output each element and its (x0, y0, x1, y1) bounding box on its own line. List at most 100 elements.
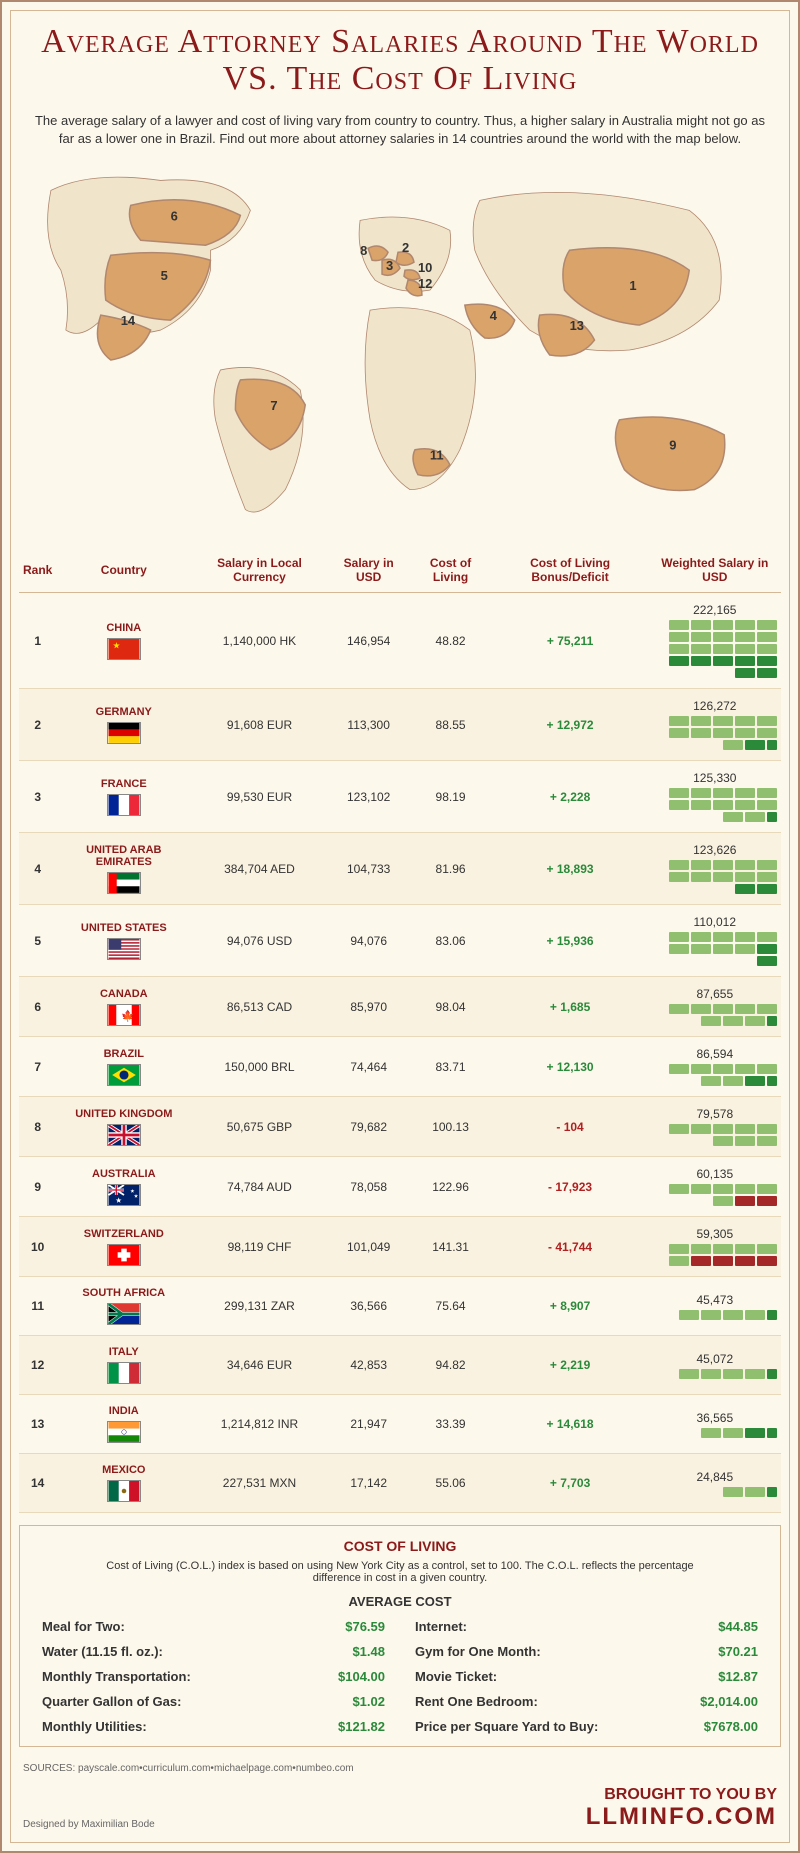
country-cell: BRAZIL (56, 1037, 191, 1097)
rank-cell: 6 (19, 977, 56, 1037)
local-cell: 299,131 ZAR (191, 1277, 328, 1336)
local-cell: 50,675 GBP (191, 1097, 328, 1157)
usd-cell: 123,102 (328, 761, 410, 833)
col-cell: 83.06 (410, 905, 492, 977)
page-title: Average Attorney Salaries Around The Wor… (11, 11, 789, 106)
bonus-cell: - 104 (492, 1097, 649, 1157)
designed-by: Designed by Maximilian Bode (23, 1819, 155, 1830)
table-row: 14MEXICO227,531 MXN17,14255.06+ 7,70324,… (19, 1454, 781, 1513)
weighted-cell: 45,072 (649, 1336, 781, 1395)
col-title: COST OF LIVING (32, 1538, 768, 1554)
world-map: 1234567891011121314 (11, 160, 789, 540)
country-cell: AUSTRALIA★★★ (56, 1157, 191, 1217)
bonus-cell: + 1,685 (492, 977, 649, 1037)
avg-cost-row: Internet:$44.85 (415, 1619, 758, 1634)
avg-value: $76.59 (345, 1619, 385, 1634)
country-cell: CHINA★ (56, 593, 191, 689)
map-label: 8 (360, 243, 367, 258)
col-cell: 98.19 (410, 761, 492, 833)
flag-icon (107, 1362, 141, 1384)
weighted-cell: 110,012 (649, 905, 781, 977)
flag-icon (107, 1303, 141, 1325)
table-row: 11SOUTH AFRICA299,131 ZAR36,56675.64+ 8,… (19, 1277, 781, 1336)
col-cell: 55.06 (410, 1454, 492, 1513)
usd-cell: 85,970 (328, 977, 410, 1037)
avg-cost-row: Price per Square Yard to Buy:$7678.00 (415, 1719, 758, 1734)
usd-cell: 101,049 (328, 1217, 410, 1277)
avg-value: $1.02 (352, 1694, 385, 1709)
map-label: 3 (386, 258, 393, 273)
table-row: 1CHINA★1,140,000 HK146,95448.82+ 75,2112… (19, 593, 781, 689)
weighted-cell: 79,578 (649, 1097, 781, 1157)
avg-value: $1.48 (352, 1644, 385, 1659)
flag-icon (107, 1480, 141, 1502)
table-row: 8UNITED KINGDOM50,675 GBP79,682100.13- 1… (19, 1097, 781, 1157)
table-header: Cost of Living Bonus/Deficit (492, 548, 649, 593)
rank-cell: 10 (19, 1217, 56, 1277)
rank-cell: 12 (19, 1336, 56, 1395)
weighted-cell: 126,272 (649, 689, 781, 761)
usd-cell: 146,954 (328, 593, 410, 689)
rank-cell: 8 (19, 1097, 56, 1157)
map-label: 6 (171, 208, 178, 223)
avg-value: $121.82 (338, 1719, 385, 1734)
table-row: 2GERMANY91,608 EUR113,30088.55+ 12,97212… (19, 689, 781, 761)
weighted-cell: 60,135 (649, 1157, 781, 1217)
bonus-cell: + 12,130 (492, 1037, 649, 1097)
col-cell: 33.39 (410, 1395, 492, 1454)
map-label: 4 (490, 308, 498, 323)
avg-value: $104.00 (338, 1669, 385, 1684)
map-label: 2 (402, 240, 409, 255)
subtitle-text: The average salary of a lawyer and cost … (11, 106, 789, 160)
avg-value: $7678.00 (704, 1719, 758, 1734)
local-cell: 74,784 AUD (191, 1157, 328, 1217)
rank-cell: 14 (19, 1454, 56, 1513)
country-cell: ITALY (56, 1336, 191, 1395)
table-row: 7BRAZIL150,000 BRL74,46483.71+ 12,13086,… (19, 1037, 781, 1097)
avg-cost-row: Gym for One Month:$70.21 (415, 1644, 758, 1659)
col-cell: 94.82 (410, 1336, 492, 1395)
flag-icon (107, 794, 141, 816)
flag-icon (107, 722, 141, 744)
country-cell: SOUTH AFRICA (56, 1277, 191, 1336)
weighted-cell: 45,473 (649, 1277, 781, 1336)
col-cell: 75.64 (410, 1277, 492, 1336)
col-cell: 100.13 (410, 1097, 492, 1157)
avg-label: Monthly Utilities: (42, 1719, 147, 1734)
usd-cell: 21,947 (328, 1395, 410, 1454)
weighted-cell: 87,655 (649, 977, 781, 1037)
country-cell: UNITED STATES (56, 905, 191, 977)
svg-text:★: ★ (112, 641, 120, 650)
map-label: 1 (629, 278, 636, 293)
flag-icon: ★ (107, 638, 141, 660)
usd-cell: 113,300 (328, 689, 410, 761)
cost-of-living-box: COST OF LIVING Cost of Living (C.O.L.) i… (19, 1525, 781, 1747)
bonus-cell: - 17,923 (492, 1157, 649, 1217)
avg-label: Internet: (415, 1619, 467, 1634)
table-row: 3FRANCE99,530 EUR123,10298.19+ 2,228125,… (19, 761, 781, 833)
col-cell: 141.31 (410, 1217, 492, 1277)
country-cell: GERMANY (56, 689, 191, 761)
map-label: 13 (570, 318, 584, 333)
flag-icon: 🍁 (107, 1004, 141, 1026)
map-label: 14 (121, 313, 136, 328)
svg-text:★: ★ (115, 1197, 122, 1204)
col-desc: Cost of Living (C.O.L.) index is based o… (32, 1560, 768, 1584)
table-header: Cost of Living (410, 548, 492, 593)
avg-cost-row: Monthly Transportation:$104.00 (42, 1669, 385, 1684)
country-cell: MEXICO (56, 1454, 191, 1513)
table-header: Salary in Local Currency (191, 548, 328, 593)
table-row: 12ITALY34,646 EUR42,85394.82+ 2,21945,07… (19, 1336, 781, 1395)
country-cell: FRANCE (56, 761, 191, 833)
country-cell: UNITED ARAB EMIRATES (56, 833, 191, 905)
map-label: 12 (418, 276, 432, 291)
avg-label: Water (11.15 fl. oz.): (42, 1644, 163, 1659)
avg-label: Meal for Two: (42, 1619, 125, 1634)
usd-cell: 94,076 (328, 905, 410, 977)
flag-icon (107, 1244, 141, 1266)
local-cell: 94,076 USD (191, 905, 328, 977)
flag-icon (107, 1064, 141, 1086)
weighted-cell: 222,165 (649, 593, 781, 689)
local-cell: 91,608 EUR (191, 689, 328, 761)
local-cell: 227,531 MXN (191, 1454, 328, 1513)
